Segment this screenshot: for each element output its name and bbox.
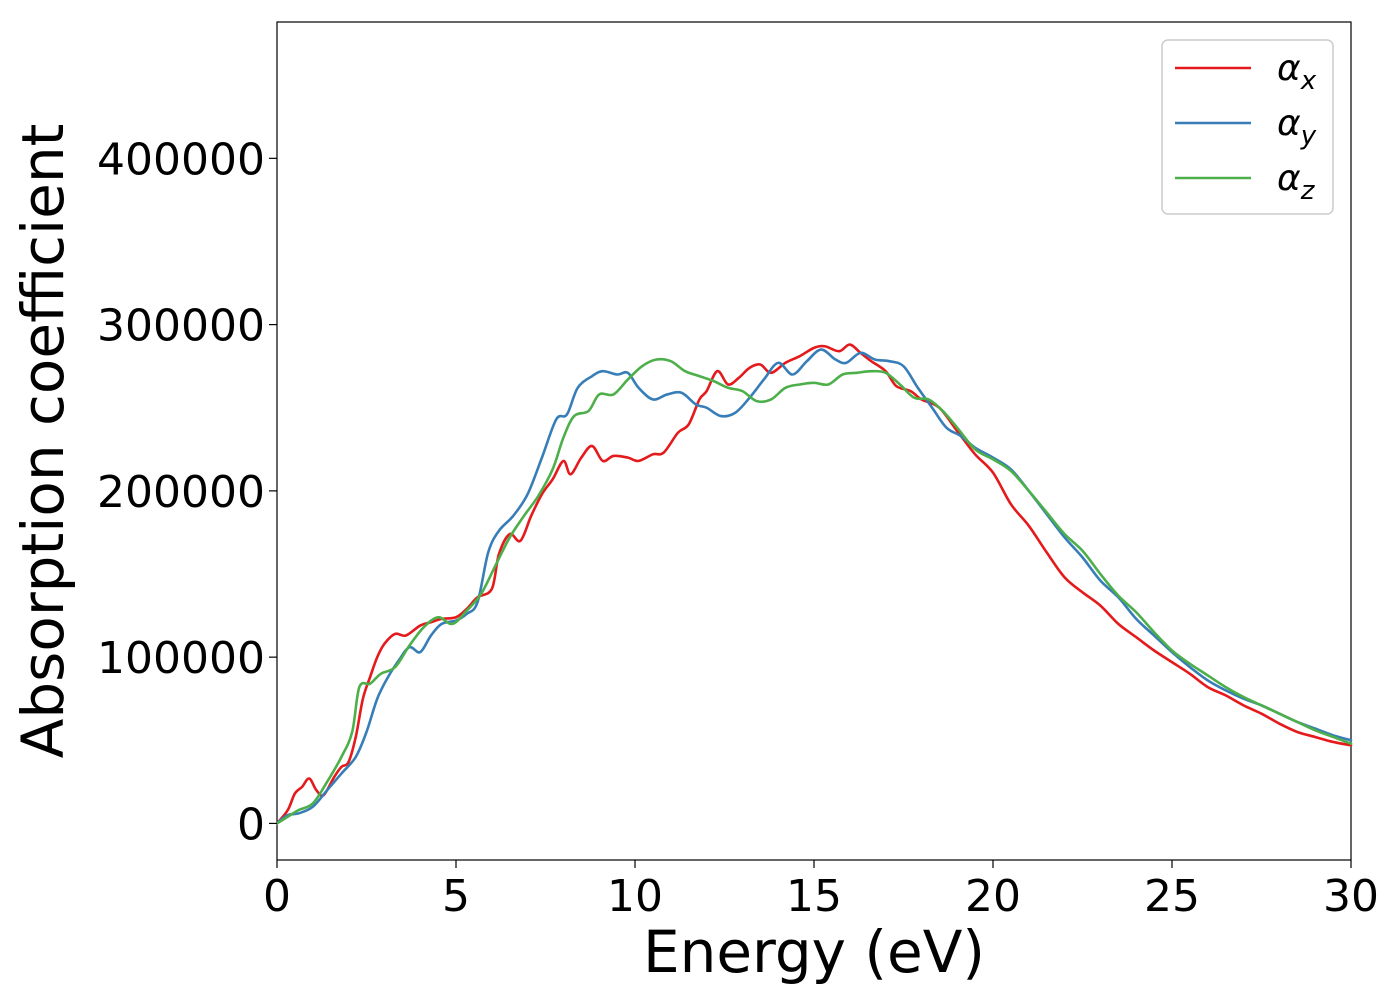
y-tick-label: 400000	[97, 134, 265, 185]
legend-frame	[1161, 39, 1334, 215]
y-tick-label: 100000	[97, 633, 265, 684]
x-tick-label: 30	[1323, 871, 1379, 922]
x-tick-label: 15	[786, 871, 842, 922]
y-tick-label: 200000	[97, 467, 265, 518]
series-layer	[275, 343, 1353, 825]
legend-symbol: α	[1277, 103, 1301, 144]
y-tick-label: 300000	[97, 301, 265, 352]
series-line-x	[275, 343, 1353, 825]
x-axis-label: Energy (eV)	[643, 918, 985, 986]
x-tick-label: 5	[442, 871, 470, 922]
x-axis-ticks: 0 5 10 15 20 25 30	[263, 860, 1379, 922]
legend-subscript: y	[1300, 121, 1317, 151]
x-tick-label: 0	[263, 871, 291, 922]
legend-symbol: α	[1277, 158, 1301, 199]
series-line-z	[275, 357, 1353, 825]
legend-symbol: α	[1277, 48, 1301, 89]
legend-subscript: x	[1300, 66, 1317, 96]
x-tick-label: 20	[965, 871, 1021, 922]
y-tick-label: 0	[237, 799, 265, 850]
series-line-y	[275, 348, 1353, 825]
legend-label-z: αz	[1277, 158, 1316, 206]
x-tick-label: 10	[607, 871, 663, 922]
y-axis-label: Absorption coefficient	[9, 124, 77, 759]
legend-label-y: αy	[1277, 103, 1317, 151]
legend-subscript: z	[1300, 176, 1316, 206]
x-tick-label: 25	[1144, 871, 1200, 922]
y-axis-ticks: 0 100000 200000 300000 400000	[97, 134, 277, 850]
legend-label-x: αx	[1277, 48, 1317, 96]
